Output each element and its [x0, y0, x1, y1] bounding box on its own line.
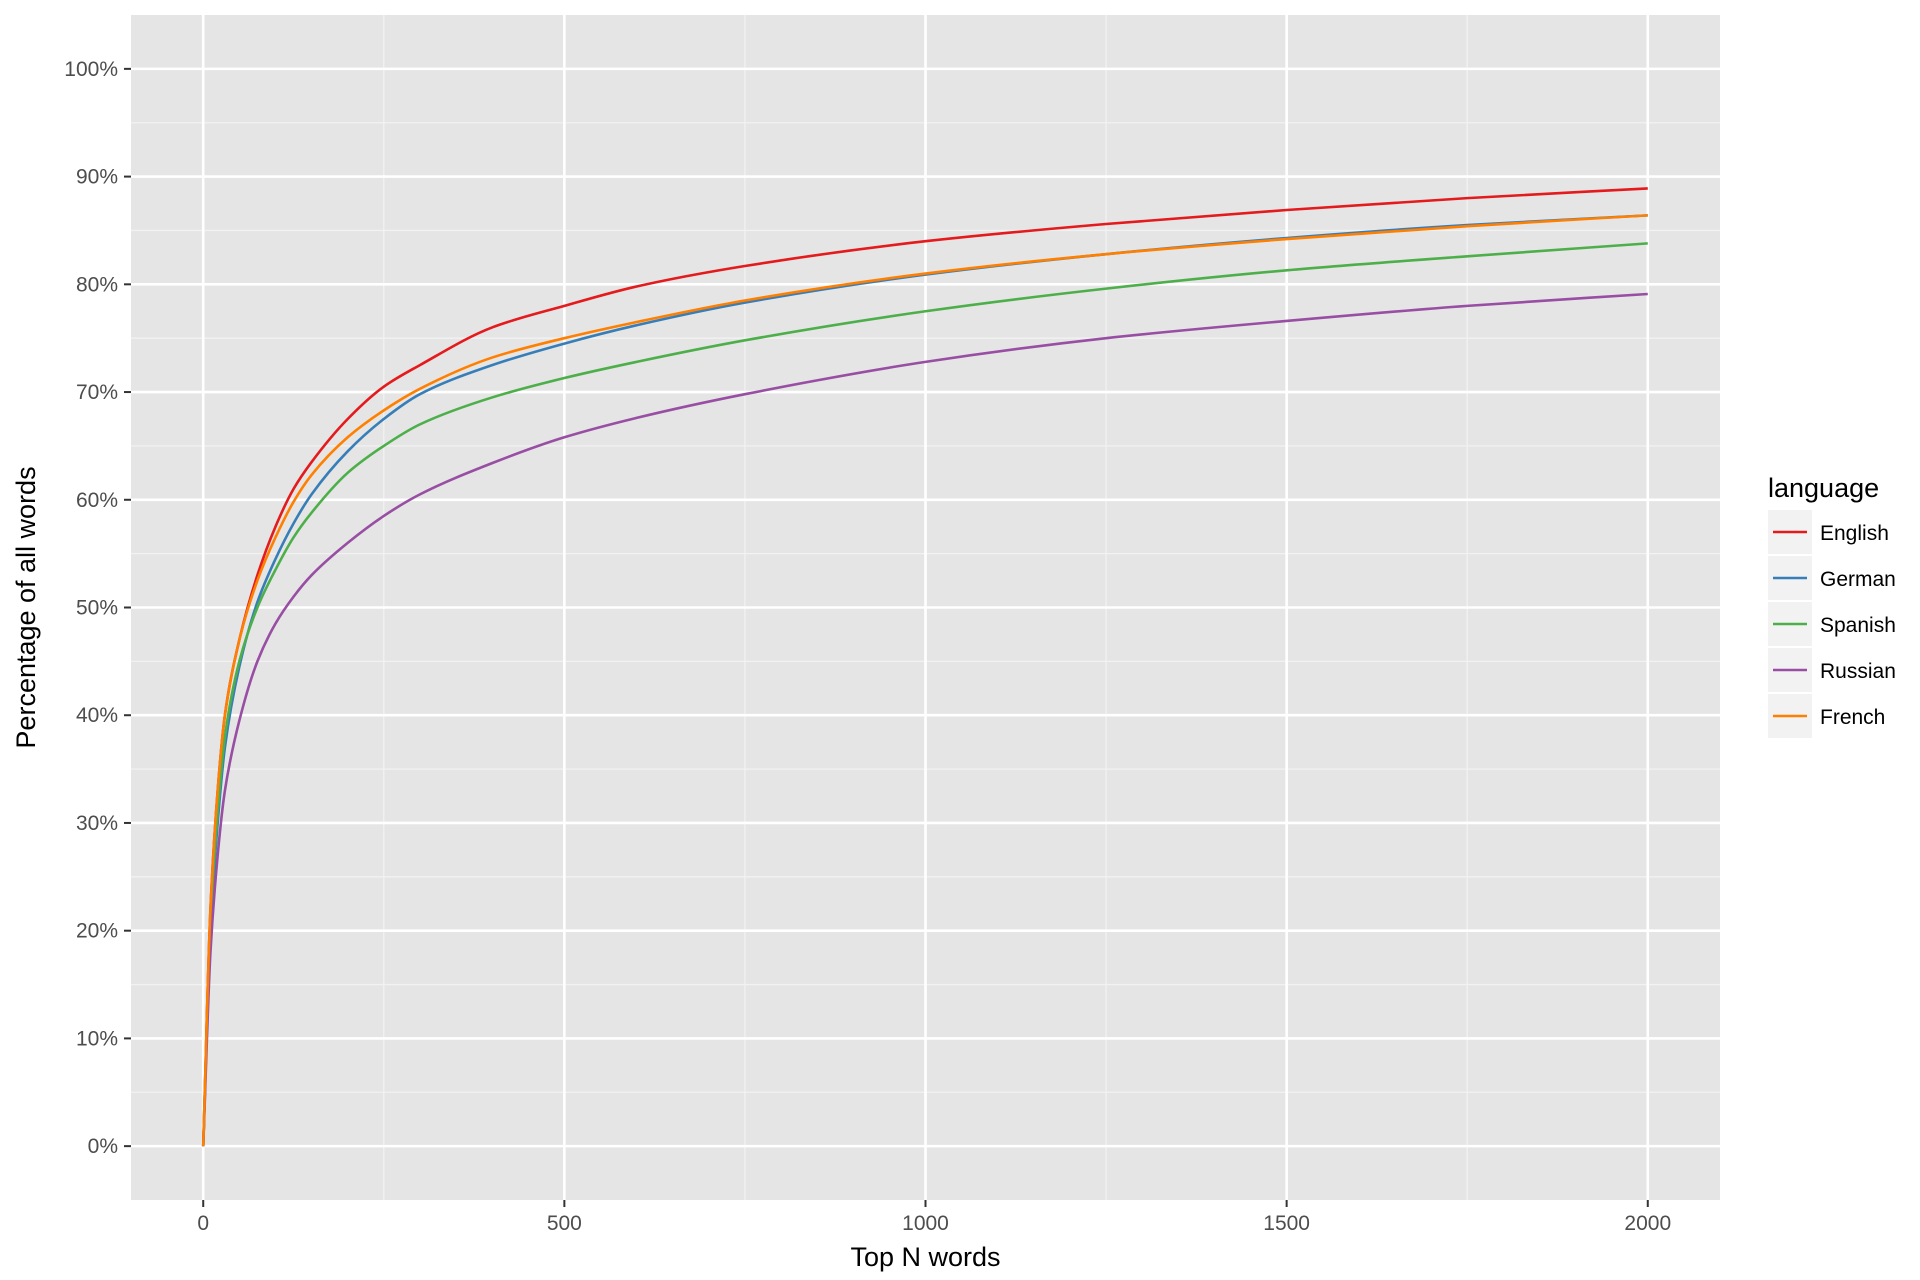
legend-label-french: French [1820, 706, 1885, 729]
y-tick-label: 90% [76, 166, 118, 189]
y-tick-label: 60% [76, 489, 118, 512]
y-tick-label: 30% [76, 812, 118, 835]
y-tick-label: 50% [76, 597, 118, 620]
legend-label-german: German [1820, 568, 1896, 591]
y-axis-title: Percentage of all words [11, 466, 41, 748]
y-tick-label: 0% [88, 1135, 118, 1158]
x-axis-title: Top N words [850, 1242, 1000, 1272]
legend-label-english: English [1820, 522, 1889, 545]
series-line-russian [201, 292, 1648, 1147]
y-tick-label: 20% [76, 920, 118, 943]
series-line-spanish [201, 242, 1648, 1147]
y-tick-label: 40% [76, 704, 118, 727]
legend-label-spanish: Spanish [1820, 614, 1896, 637]
legend-title: language [1768, 473, 1879, 503]
x-tick-label: 2000 [1624, 1212, 1671, 1235]
x-tick-label: 1000 [902, 1212, 949, 1235]
y-tick-label: 10% [76, 1027, 118, 1050]
x-tick-label: 1500 [1263, 1212, 1310, 1235]
y-tick-label: 80% [76, 273, 118, 296]
legend-label-russian: Russian [1820, 660, 1896, 683]
legend: language English German Spanish Russian Fren… [1768, 473, 1896, 738]
y-tick-label: 70% [76, 381, 118, 404]
x-tick-label: 0 [197, 1212, 209, 1235]
series-line-french [201, 214, 1648, 1147]
y-tick-label: 100% [64, 58, 118, 81]
plot-area [131, 15, 1720, 1200]
axes: 0 500 1000 1500 2000 0% 10% 20% 30% 40% 50% 60% 70% 8… [64, 58, 1671, 1235]
x-tick-label: 500 [547, 1212, 582, 1235]
